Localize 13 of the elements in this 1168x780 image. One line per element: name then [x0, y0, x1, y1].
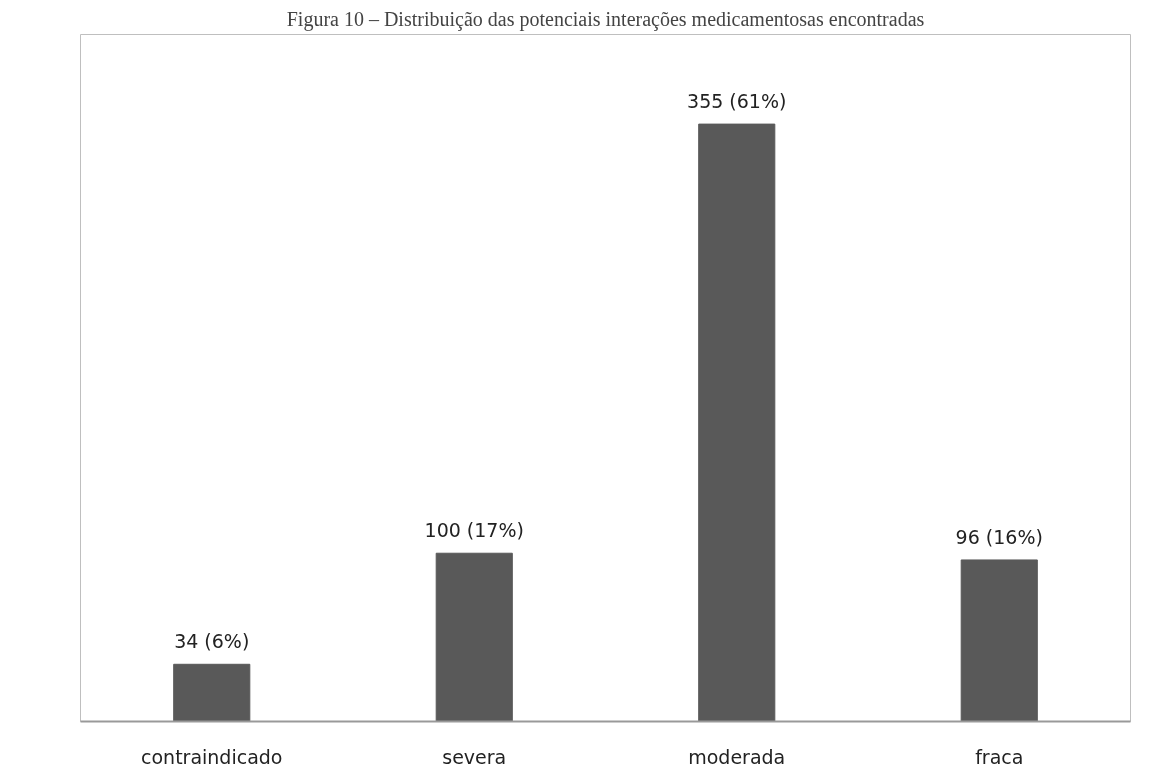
data-label: 34 (6%) [174, 630, 250, 653]
x-tick-label: severa [442, 745, 507, 768]
bar [698, 123, 776, 722]
data-label: 96 (16%) [955, 525, 1043, 548]
x-tick-label: moderada [688, 745, 786, 768]
chart-title: Figura 10 – Distribuição das potenciais interações medicamentosas encontradas [286, 7, 925, 31]
data-label: 100 (17%) [424, 519, 524, 542]
bar [960, 559, 1038, 722]
x-tick-label: contraindicado [141, 745, 283, 768]
x-tick-label: fraca [975, 745, 1024, 768]
bar [173, 663, 251, 722]
bar [435, 552, 513, 722]
data-label: 355 (61%) [687, 90, 787, 113]
